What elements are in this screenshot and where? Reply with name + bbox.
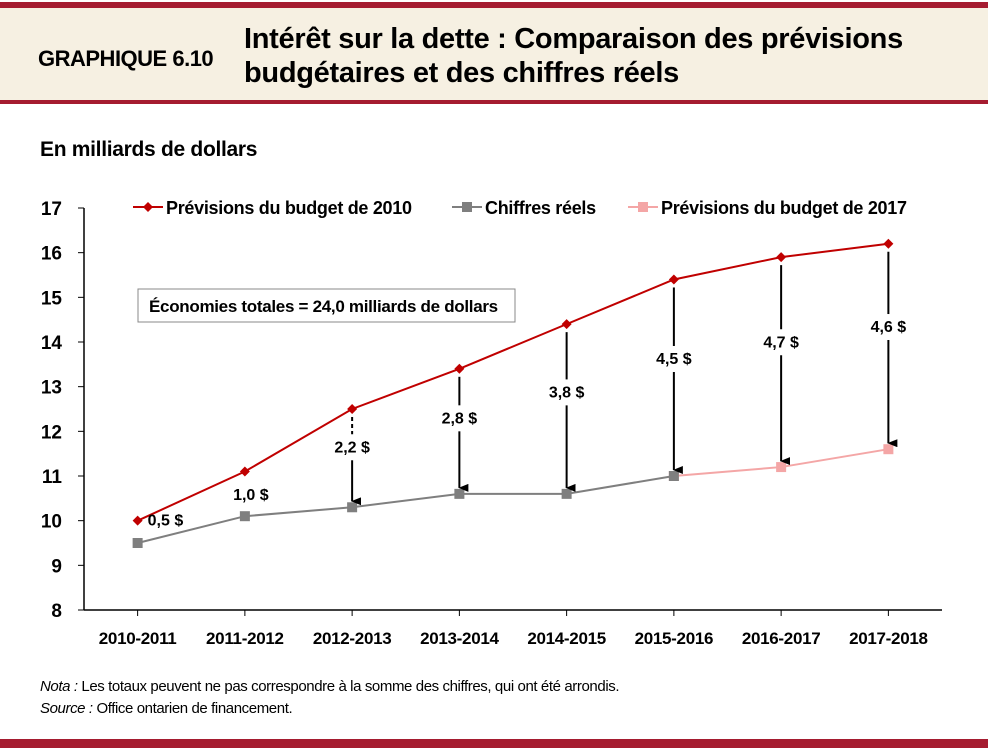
series-line-1 [137,475,675,544]
chart-id: GRAPHIQUE 6.10 [38,46,214,71]
source: Source : Office ontarien de financement. [40,700,293,717]
data-point-0 [239,466,250,477]
top-rule [0,2,988,8]
x-tick-label: 2012-2013 [313,629,392,648]
unit-label: En milliards de dollars [40,138,258,161]
legend-marker [462,202,472,212]
y-tick-label: 14 [41,333,63,354]
y-tick-label: 8 [51,601,62,622]
gap-label: 3,8 $ [549,384,585,401]
x-tick-label: 2014-2015 [527,629,606,648]
y-tick-label: 12 [41,422,62,443]
gap-label: 1,0 $ [233,487,269,504]
gap-label: 0,5 $ [148,513,184,530]
data-point-1 [239,511,250,522]
annotation-text: Économies totales = 24,0 milliards de do… [149,297,498,316]
y-tick-label: 16 [41,244,62,265]
y-tick-label: 9 [51,556,62,577]
data-point-1 [668,471,679,481]
legend-marker [143,202,153,212]
x-tick-label: 2015-2016 [635,629,714,648]
data-point-0 [347,404,358,414]
x-tick-label: 2017-2018 [849,629,928,648]
header-rule [0,100,988,104]
data-point-0 [132,515,143,526]
data-point-1 [347,502,358,513]
data-point-0 [454,363,465,374]
legend-marker [638,202,648,212]
y-tick-label: 13 [41,378,62,399]
x-tick-label: 2013-2014 [420,629,499,648]
data-point-2 [883,444,894,455]
data-point-0 [668,274,679,285]
bottom-rule [0,739,988,748]
y-tick-label: 10 [41,512,62,533]
gap-label: 4,7 $ [763,334,799,351]
annotation-box [137,288,516,323]
notes: Nota : Les totaux peuvent ne pas corresp… [40,676,620,720]
y-tick-label: 17 [41,199,62,220]
data-point-1 [454,488,465,499]
series-line-0 [137,242,889,522]
x-tick-label: 2010-2011 [99,629,177,648]
y-tick-label: 15 [41,288,63,309]
data-point-2 [776,462,787,473]
data-point-1 [132,538,143,548]
nota: Nota : Les totaux peuvent ne pas corresp… [40,678,620,695]
data-point-1 [561,488,572,499]
data-point-0 [776,252,787,263]
legend-label: Chiffres réels [485,198,596,218]
chart-title: Intérêt sur la dette : Comparaison des p… [244,23,903,89]
header: GRAPHIQUE 6.10 Intérêt sur la dette : Co… [0,8,988,100]
data-point-0 [883,238,894,249]
gap-label: 4,6 $ [871,319,907,336]
y-tick-label: 11 [42,467,63,488]
x-tick-label: 2011-2012 [206,629,284,648]
legend-label: Prévisions du budget de 2017 [661,198,907,218]
gap-label: 4,5 $ [656,351,692,368]
legend-label: Prévisions du budget de 2010 [166,198,412,218]
x-tick-label: 2016-2017 [742,629,821,648]
gap-label: 2,2 $ [334,439,370,456]
data-point-0 [561,319,572,330]
gap-label: 2,8 $ [442,410,478,427]
